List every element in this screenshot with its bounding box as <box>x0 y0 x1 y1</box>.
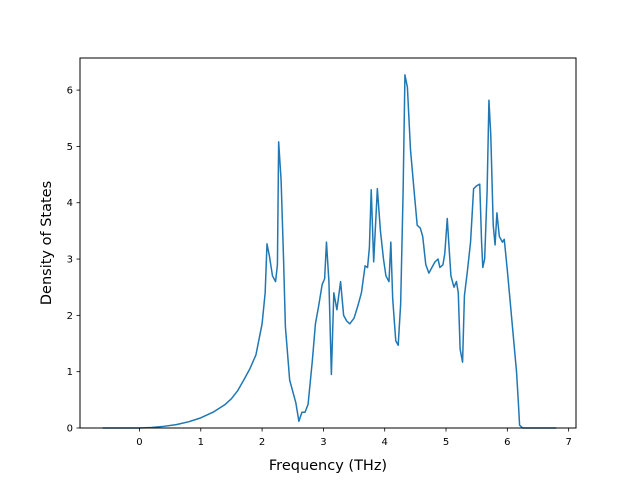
x-axis-ticks: 0 1 2 3 4 5 6 7 <box>136 428 572 448</box>
x-tick-label: 6 <box>504 437 510 448</box>
x-tick-label: 3 <box>320 437 326 448</box>
y-tick-label: 6 <box>67 86 73 97</box>
x-axis-label: Frequency (THz) <box>269 458 387 474</box>
y-tick-label: 1 <box>67 367 73 378</box>
x-tick-label: 0 <box>136 437 142 448</box>
plot-area <box>80 58 576 428</box>
y-axis-ticks: 0 1 2 3 4 5 6 <box>67 86 80 435</box>
y-tick-label: 2 <box>67 311 73 322</box>
x-tick-label: 2 <box>259 437 265 448</box>
y-tick-label: 5 <box>67 142 73 153</box>
plot-frame <box>79 57 577 429</box>
x-tick-label: 5 <box>443 437 449 448</box>
x-tick-label: 4 <box>382 437 388 448</box>
series-layer <box>102 74 557 429</box>
y-tick-label: 4 <box>67 198 73 209</box>
y-axis-label: Density of States <box>39 181 55 305</box>
x-tick-label: 7 <box>565 437 571 448</box>
y-tick-label: 3 <box>67 255 73 266</box>
x-tick-label: 1 <box>198 437 204 448</box>
y-tick-label: 0 <box>67 424 73 435</box>
dos-series-line <box>102 74 557 429</box>
